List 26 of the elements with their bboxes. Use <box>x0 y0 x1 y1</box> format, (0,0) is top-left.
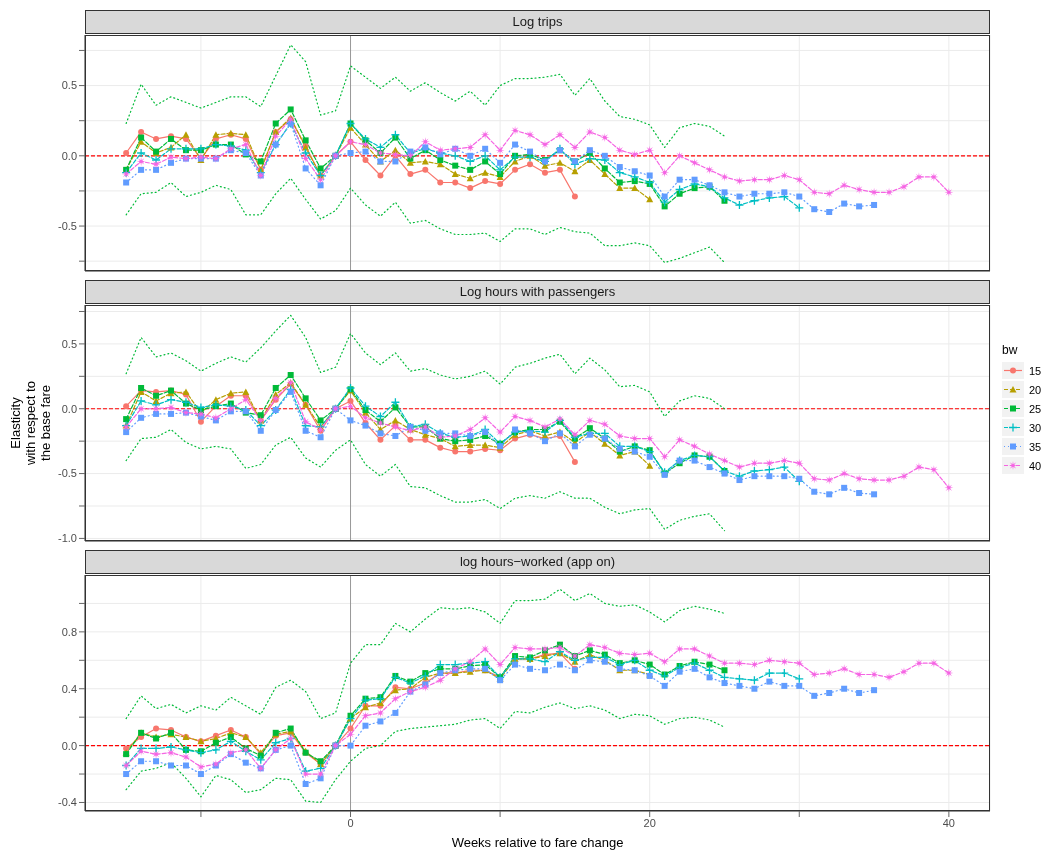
legend-label: 40 <box>1029 459 1042 472</box>
legend-title: bw <box>1002 343 1019 357</box>
legend-label: 35 <box>1029 440 1042 453</box>
y-tick-label: -1.0 <box>58 532 77 545</box>
y-tick-label: 0.0 <box>61 149 77 162</box>
y-tick-label: 0.0 <box>61 739 77 752</box>
y-tick-label: 0.5 <box>61 79 77 92</box>
y-axis-title: Elasticity with respect to the base fare <box>7 381 53 465</box>
legend-label: 20 <box>1029 383 1042 396</box>
y-tick-label: -0.5 <box>58 467 77 480</box>
y-tick-label: -0.5 <box>58 219 77 232</box>
y-tick-label: 0.0 <box>61 402 77 415</box>
y-tick-label: 0.8 <box>61 625 77 638</box>
y-tick-label: 0.4 <box>61 682 77 695</box>
x-tick-label: 40 <box>942 816 955 829</box>
y-tick-label: 0.5 <box>61 337 77 350</box>
x-axis-title: Weeks relative to fare change <box>450 835 625 850</box>
y-tick-label: -0.4 <box>58 796 77 809</box>
x-tick-label: 20 <box>643 816 656 829</box>
legend-label: 30 <box>1029 421 1042 434</box>
legend-label: 25 <box>1029 402 1042 415</box>
legend-label: 15 <box>1029 364 1042 377</box>
chart-title: Log hours with passengers <box>85 280 990 304</box>
x-tick-label: 0 <box>347 816 354 829</box>
chart-title: Log trips <box>85 10 990 34</box>
chart-title: log hours−worked (app on) <box>85 550 990 574</box>
